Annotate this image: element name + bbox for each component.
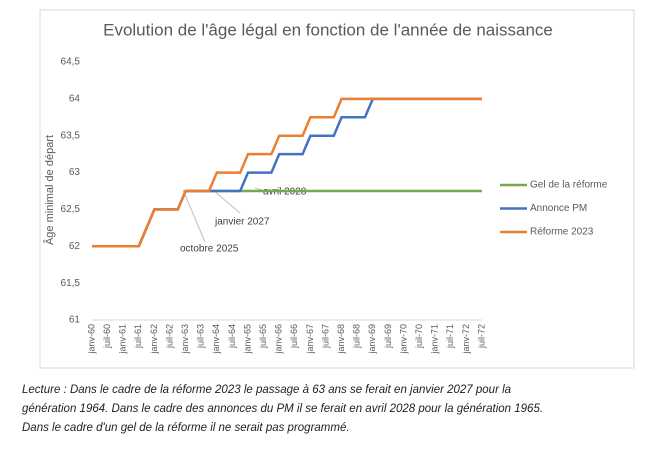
x-tick-label: janv-66 bbox=[274, 324, 284, 355]
x-tick-label: juil-63 bbox=[196, 324, 206, 349]
x-tick-label: janv-61 bbox=[118, 324, 128, 355]
x-tick-label: juil-60 bbox=[102, 324, 112, 349]
chart-frame bbox=[39, 9, 635, 369]
x-tick-label: juil-72 bbox=[476, 324, 486, 349]
annotation-leader bbox=[212, 189, 241, 214]
caption: Lecture : Dans le cadre de la réforme 20… bbox=[22, 381, 543, 438]
x-tick-label: juil-69 bbox=[383, 324, 393, 349]
x-tick-label: janv-65 bbox=[242, 324, 252, 355]
x-tick-label: janv-70 bbox=[398, 324, 408, 355]
chart: Evolution de l'âge légal en fonction de … bbox=[39, 9, 635, 369]
x-tick-label: janv-71 bbox=[430, 324, 440, 355]
y-tick-label: 64,5 bbox=[61, 57, 81, 68]
caption-line: Lecture : Dans le cadre de la réforme 20… bbox=[22, 384, 512, 396]
caption-line: génération 1964. Dans le cadre des annon… bbox=[22, 403, 544, 415]
caption-line: Dans le cadre d'un gel de la réforme il … bbox=[22, 422, 350, 434]
x-tick-label: juil-68 bbox=[352, 324, 362, 349]
y-tick-label: 61 bbox=[69, 315, 81, 326]
x-tick-label: juil-66 bbox=[289, 324, 299, 349]
legend-label: Réforme 2023 bbox=[530, 227, 594, 238]
y-tick-label: 63,5 bbox=[61, 130, 81, 141]
x-tick-label: janv-68 bbox=[336, 324, 346, 355]
x-tick-label: juil-65 bbox=[258, 324, 268, 349]
x-tick-label: juil-67 bbox=[320, 324, 330, 349]
x-tick-label: janv-60 bbox=[86, 324, 96, 355]
x-tick-label: janv-69 bbox=[367, 324, 377, 355]
x-tick-label: janv-67 bbox=[305, 324, 315, 355]
y-axis-label: Âge minimal de départ bbox=[43, 135, 56, 245]
legend-label: Annonce PM bbox=[530, 203, 587, 214]
y-tick-label: 64 bbox=[69, 93, 81, 104]
x-tick-label: janv-64 bbox=[211, 324, 221, 355]
y-tick-label: 61,5 bbox=[61, 278, 81, 289]
annotation: octobre 2025 bbox=[180, 244, 239, 255]
x-tick-label: juil-62 bbox=[164, 324, 174, 349]
x-tick-label: juil-64 bbox=[227, 324, 237, 349]
x-tick-label: juil-71 bbox=[445, 324, 455, 349]
annotation: janvier 2027 bbox=[214, 217, 270, 228]
x-tick-label: janv-63 bbox=[180, 324, 190, 355]
x-tick-label: janv-62 bbox=[149, 324, 159, 355]
x-tick-label: juil-70 bbox=[414, 324, 424, 349]
annotation-leader bbox=[254, 187, 263, 191]
x-tick-label: juil-61 bbox=[133, 324, 143, 349]
line-series bbox=[92, 97, 482, 248]
y-tick-label: 63 bbox=[69, 167, 81, 178]
y-tick-label: 62,5 bbox=[61, 204, 81, 215]
legend-label: Gel de la réforme bbox=[530, 180, 608, 191]
y-tick-label: 62 bbox=[69, 241, 81, 252]
x-tick-label: janv-72 bbox=[461, 324, 471, 355]
chart-title: Evolution de l'âge légal en fonction de … bbox=[103, 20, 553, 39]
annotation-leader bbox=[182, 189, 206, 243]
